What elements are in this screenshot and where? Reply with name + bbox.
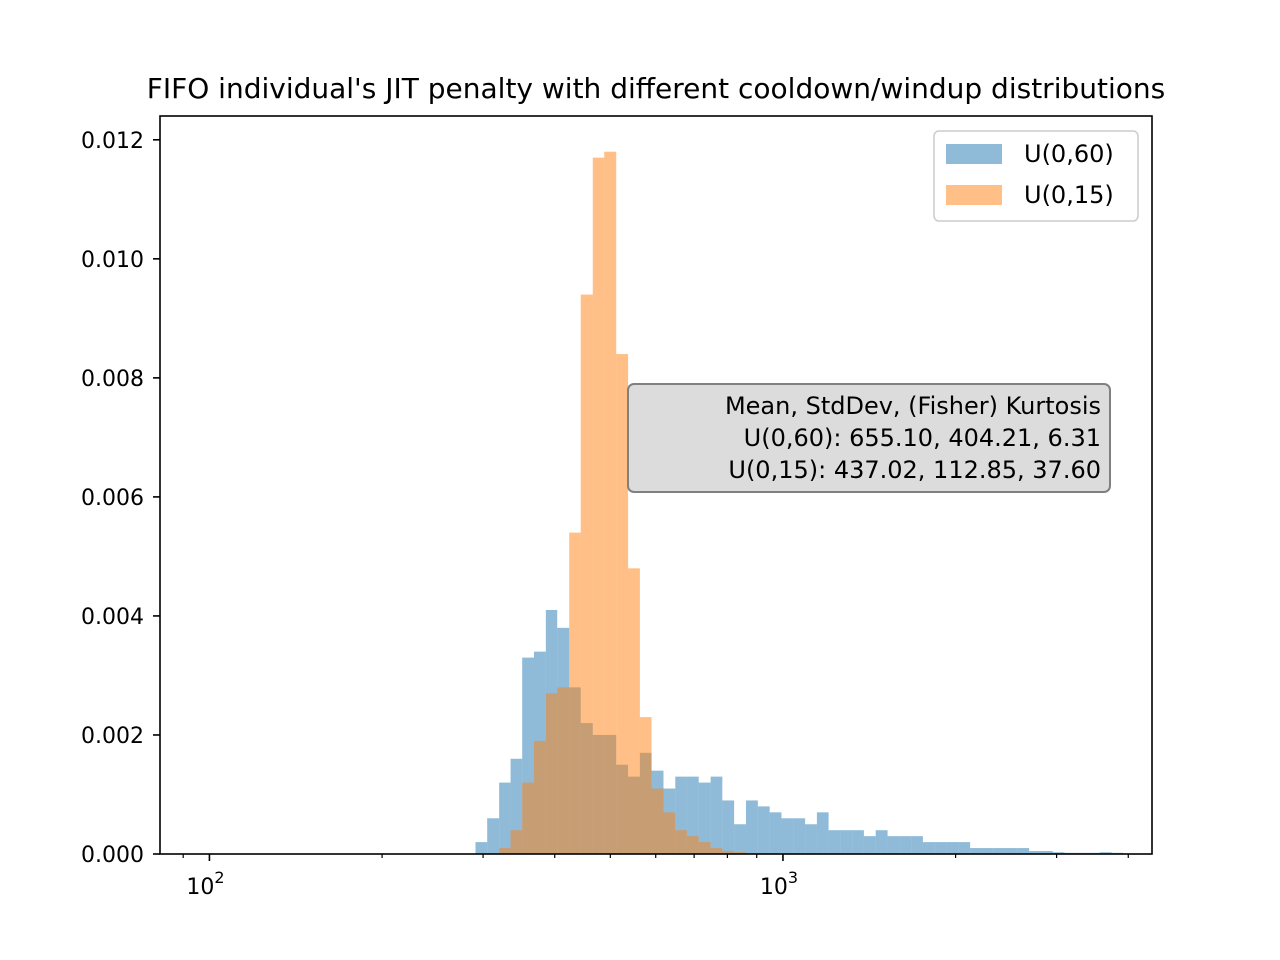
bar-U(0,60)-2 — [499, 782, 511, 854]
stats-line-u060: U(0,60): 655.10, 404.21, 6.31 — [744, 424, 1101, 452]
bar-U(0,60)-41 — [958, 842, 971, 854]
bar-U(0,60)-49 — [1052, 852, 1065, 854]
legend-label-u060: U(0,60) — [1024, 140, 1114, 168]
bar-U(0,60)-34 — [875, 830, 888, 854]
bar-U(0,60)-18 — [686, 776, 699, 854]
bar-U(0,60)-35 — [887, 836, 900, 854]
bar-U(0,60)-21 — [722, 800, 735, 854]
bar-U(0,60)-31 — [840, 830, 853, 854]
bar-U(0,60)-33 — [863, 836, 876, 854]
bar-U(0,60)-27 — [793, 818, 806, 854]
bar-U(0,60)-22 — [734, 824, 746, 854]
legend-label-u015: U(0,15) — [1024, 181, 1114, 209]
stats-box — [627, 383, 1111, 493]
bar-U(0,60)-47 — [1029, 851, 1041, 854]
bar-U(0,60)-29 — [816, 812, 829, 854]
bar-U(0,15)-3 — [533, 740, 546, 854]
bar-U(0,15)-18 — [710, 848, 723, 854]
bar-U(0,60)-38 — [922, 842, 935, 854]
bar-U(0,15)-15 — [675, 830, 687, 854]
bar-U(0,15)-1 — [510, 830, 523, 854]
plot-frame — [159, 115, 1153, 855]
bar-U(0,60)-30 — [828, 830, 841, 854]
y-tick-label-5: 0.010 — [81, 248, 144, 273]
y-tick-label-2: 0.004 — [81, 605, 144, 630]
bar-U(0,15)-4 — [545, 693, 558, 854]
bar-U(0,60)-24 — [757, 806, 770, 854]
bar-U(0,60)-37 — [911, 836, 923, 854]
bar-U(0,60)-3 — [510, 758, 523, 854]
bar-U(0,15)-12 — [639, 717, 652, 854]
bar-U(0,60)-17 — [675, 776, 687, 854]
series-U(0,15) — [499, 151, 746, 855]
bar-U(0,60)-19 — [698, 782, 711, 854]
bar-U(0,60)-23 — [745, 800, 758, 854]
bar-U(0,60)-40 — [946, 842, 959, 854]
y-tick-label-0: 0.000 — [81, 843, 144, 868]
y-tick-label-4: 0.008 — [81, 367, 144, 392]
bar-U(0,60)-46 — [1017, 848, 1030, 854]
bar-U(0,60)-45 — [1005, 848, 1018, 854]
bar-U(0,60)-26 — [781, 818, 794, 854]
bar-U(0,15)-17 — [698, 842, 711, 854]
bar-U(0,15)-0 — [499, 848, 511, 854]
bar-U(0,15)-11 — [628, 568, 640, 854]
bar-U(0,60)-43 — [981, 848, 994, 854]
bar-U(0,15)-2 — [522, 782, 534, 854]
chart-title: FIFO individual's JIT penalty with diffe… — [147, 72, 1165, 105]
bar-U(0,60)-53 — [1099, 852, 1112, 854]
bar-U(0,60)-42 — [970, 848, 982, 854]
bar-U(0,60)-0 — [475, 842, 488, 854]
bar-U(0,60)-4 — [522, 657, 534, 854]
legend: U(0,60) U(0,15) — [933, 130, 1139, 222]
bar-U(0,60)-1 — [487, 818, 500, 854]
bar-U(0,15)-6 — [569, 532, 581, 854]
stats-annotation: Mean, StdDev, (Fisher) Kurtosis U(0,60):… — [627, 383, 1111, 493]
bar-U(0,60)-28 — [805, 824, 817, 854]
bar-U(0,15)-14 — [663, 812, 676, 854]
y-tick-label-6: 0.012 — [81, 129, 144, 154]
y-tick-label-1: 0.002 — [81, 724, 144, 749]
bar-U(0,60)-44 — [993, 848, 1006, 854]
bar-U(0,60)-39 — [934, 842, 947, 854]
histogram-bars — [475, 151, 1124, 855]
bar-U(0,15)-19 — [722, 851, 735, 854]
y-axis: 0.000 0.002 0.004 0.006 0.008 0.010 0.012 — [81, 129, 160, 868]
stats-line-u015: U(0,15): 437.02, 112.85, 37.60 — [728, 456, 1101, 484]
stats-header: Mean, StdDev, (Fisher) Kurtosis — [725, 392, 1101, 420]
bar-U(0,60)-20 — [710, 776, 723, 854]
bar-U(0,60)-48 — [1040, 851, 1053, 854]
bar-U(0,60)-36 — [899, 836, 912, 854]
bar-U(0,15)-8 — [592, 157, 605, 855]
legend-swatch-u015 — [946, 185, 1002, 205]
bar-U(0,15)-10 — [616, 354, 629, 854]
bar-U(0,15)-20 — [734, 852, 746, 854]
bar-U(0,15)-7 — [580, 294, 593, 854]
bar-U(0,15)-16 — [686, 836, 699, 854]
bar-U(0,15)-13 — [651, 788, 664, 854]
bar-U(0,60)-25 — [769, 812, 782, 854]
bar-U(0,60)-32 — [852, 830, 864, 854]
bar-U(0,15)-5 — [557, 687, 570, 854]
legend-swatch-u060 — [946, 144, 1002, 164]
y-tick-label-3: 0.006 — [81, 486, 144, 511]
bar-U(0,15)-9 — [604, 151, 617, 855]
